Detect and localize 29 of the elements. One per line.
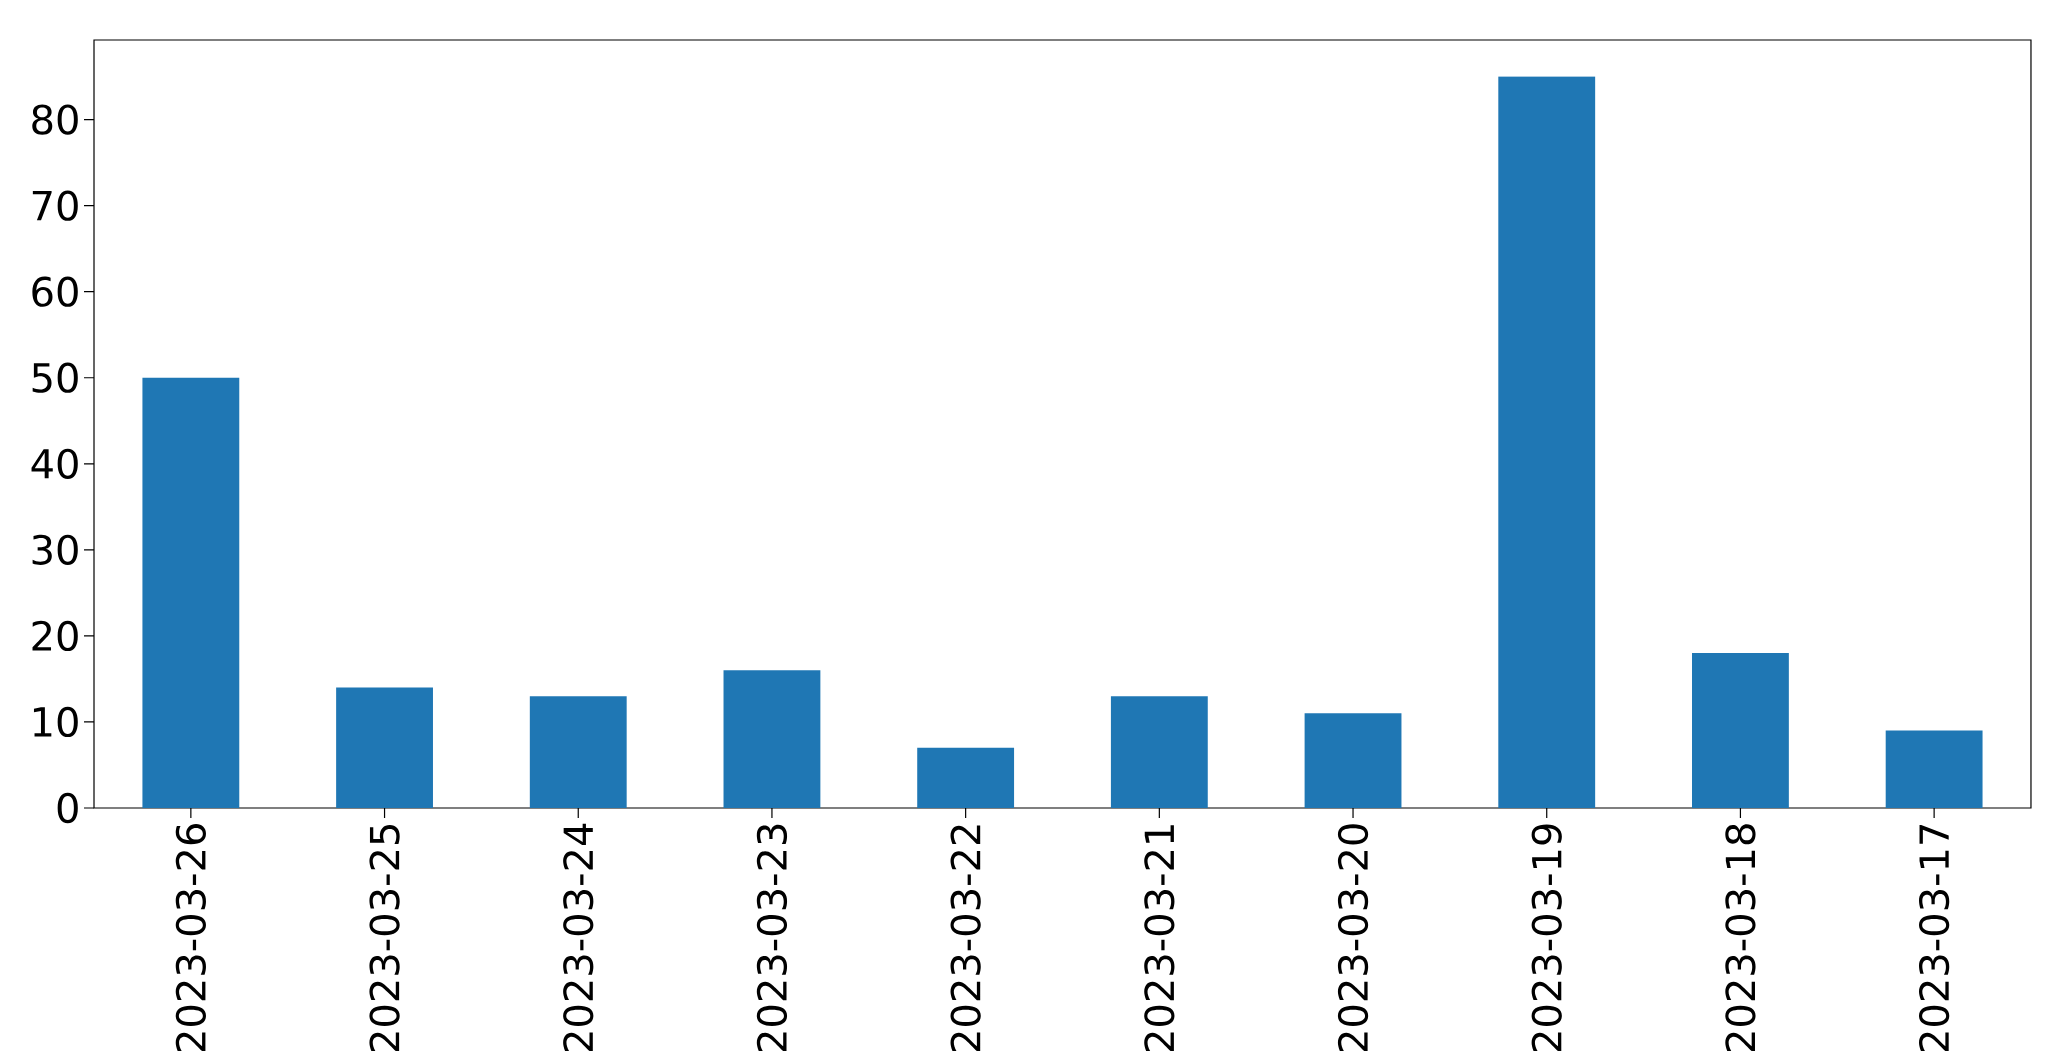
y-tick-label: 20 (32, 620, 78, 652)
bar (142, 377, 240, 808)
x-tick-label: 2023-03-17 (1919, 825, 1950, 1052)
bar (1304, 713, 1402, 808)
y-tick-label: 50 (32, 362, 78, 393)
bar (1885, 730, 1983, 808)
y-tick-label: 80 (32, 104, 78, 135)
x-tick-label: 2023-03-23 (756, 824, 788, 1052)
y-tick-label: 60 (32, 276, 78, 307)
x-tick-label: 2023-03-26 (175, 824, 206, 1052)
x-tick-label: 2023-03-21 (1144, 825, 1175, 1052)
x-tick-label: 2023-03-19 (1531, 824, 1562, 1052)
y-tick-label: 10 (33, 706, 78, 738)
y-tick-label: 70 (32, 190, 78, 221)
y-tick-label: 0 (57, 792, 78, 824)
y-tick-label: 40 (31, 448, 78, 479)
bar (917, 747, 1015, 808)
x-tick-label: 2023-03-20 (1337, 824, 1369, 1052)
x-tick-label: 2023-03-22 (950, 825, 981, 1052)
bar (1498, 76, 1596, 808)
x-tick-label: 2023-03-25 (369, 825, 400, 1052)
x-tick-label: 2023-03-18 (1725, 824, 1756, 1052)
bar (529, 696, 627, 808)
bar (1110, 696, 1208, 808)
bar (723, 670, 821, 808)
bar (1692, 653, 1789, 808)
x-tick-label: 2023-03-24 (563, 823, 594, 1052)
bar (336, 687, 433, 808)
y-tick-label: 30 (32, 534, 78, 565)
